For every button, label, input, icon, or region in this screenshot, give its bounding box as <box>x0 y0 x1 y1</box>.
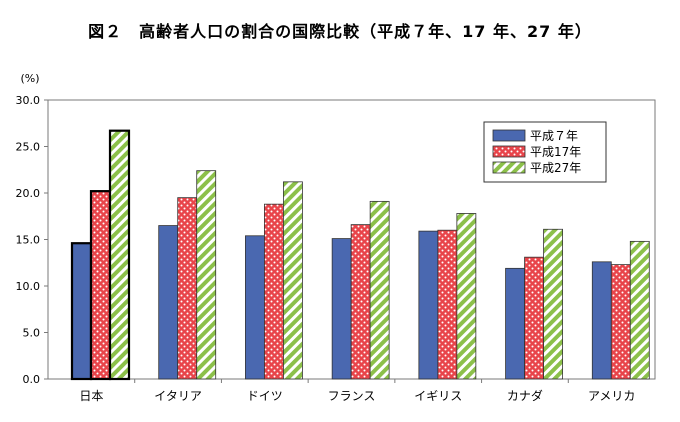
chart-title: 図２ 高齢者人口の割合の国際比較（平成７年、17 年、27 年） <box>88 22 592 41</box>
bars-group <box>70 129 650 381</box>
bar-2-3 <box>350 224 371 380</box>
bar-1-0 <box>70 242 93 381</box>
bar-3-5 <box>543 228 563 380</box>
bar-3-4 <box>456 213 477 380</box>
bar-2-2 <box>264 203 284 380</box>
y-axis: 0.0 5.0 10.0 15.0 20.0 25.0 30.0 <box>16 94 48 386</box>
bar-2-1 <box>177 197 198 380</box>
x-category-label: 日本 <box>79 389 103 403</box>
bar-3-6 <box>629 240 650 380</box>
x-category-label: イギリス <box>414 389 462 403</box>
y-tick-label: 0.0 <box>23 373 41 386</box>
bar-1-1 <box>158 225 179 380</box>
x-category-label: イタリア <box>154 389 202 403</box>
bar-1-2 <box>245 235 265 380</box>
x-category-label: フランス <box>328 389 376 403</box>
bar-1-5 <box>505 267 525 380</box>
x-axis-labels: 日本 イタリア ドイツ フランス イギリス カナダ アメリカ <box>79 379 635 403</box>
y-axis-unit-label: (%) <box>20 72 39 85</box>
x-category-label: カナダ <box>507 388 543 403</box>
legend-label-3: 平成27年 <box>530 161 581 175</box>
bar-1-3 <box>331 238 352 380</box>
bar-3-3 <box>369 200 390 380</box>
legend-swatch-3 <box>492 161 526 174</box>
bar-3-2 <box>283 181 303 380</box>
x-category-label: ドイツ <box>247 389 283 403</box>
legend-label-2: 平成17年 <box>530 145 581 159</box>
y-tick-label: 30.0 <box>16 94 41 107</box>
bar-2-6 <box>610 264 631 380</box>
legend-swatch-1 <box>492 129 526 142</box>
x-category-label: アメリカ <box>588 389 635 403</box>
y-tick-label: 25.0 <box>16 141 41 154</box>
legend-swatch-2 <box>492 145 526 158</box>
legend-label-1: 平成７年 <box>530 129 578 143</box>
bar-2-0 <box>89 190 112 381</box>
bar-3-1 <box>196 170 217 380</box>
bar-2-4 <box>437 229 458 380</box>
bar-3-0 <box>108 129 131 381</box>
y-tick-label: 15.0 <box>16 234 41 247</box>
bar-1-4 <box>418 230 439 380</box>
y-tick-label: 20.0 <box>16 187 41 200</box>
y-tick-label: 5.0 <box>23 327 41 340</box>
y-tick-label: 10.0 <box>16 280 41 293</box>
bar-2-5 <box>524 256 544 380</box>
bar-1-6 <box>591 261 612 380</box>
